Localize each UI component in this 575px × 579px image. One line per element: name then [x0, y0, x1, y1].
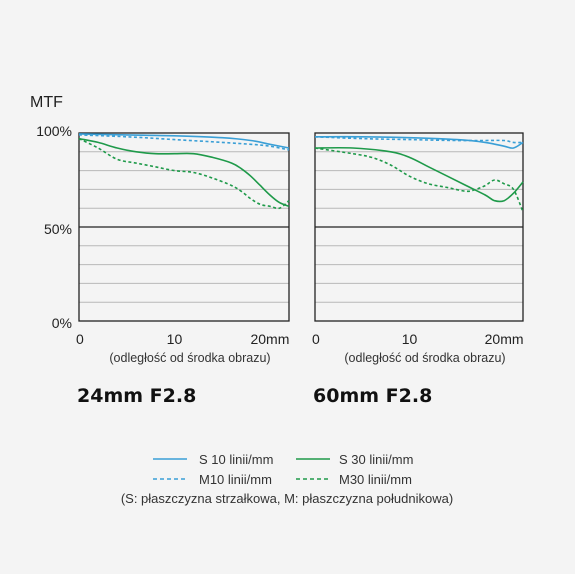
y-tick-label-50: 50%	[44, 221, 72, 237]
legend-label-s30: S 30 linii/mm	[339, 452, 413, 467]
x-axis-caption: (odległość od środka obrazu)	[344, 351, 505, 365]
plot-frame	[78, 132, 290, 322]
x-tick-label-10: 10	[402, 331, 418, 347]
legend-label-m10: M10 linii/mm	[199, 472, 272, 487]
plot-frame	[314, 132, 524, 322]
y-tick-label-100: 100%	[36, 123, 72, 139]
legend: S 10 linii/mm M10 linii/mm S 30 linii/mm…	[121, 452, 453, 506]
series-line-s-30-linii-mm	[78, 137, 290, 208]
x-tick-label-20: 20mm	[250, 331, 289, 347]
y-tick-label-0: 0%	[52, 315, 72, 331]
x-tick-label-20: 20mm	[485, 331, 524, 347]
legend-note: (S: płaszczyzna strzałkowa, M: płaszczyz…	[121, 491, 453, 506]
series-line-s-30-linii-mm	[314, 146, 524, 203]
y-axis-label: MTF	[30, 94, 63, 111]
x-tick-label-10: 10	[167, 331, 183, 347]
chart-panel-2: 0 10 20mm (odległość od środka obrazu) 60mm …	[312, 132, 524, 407]
series-line-s-10-linii-mm	[78, 133, 290, 149]
series-line-m10-linii-mm	[314, 136, 524, 144]
panel-title: 24mm F2.8	[77, 385, 196, 407]
series-line-m10-linii-mm	[78, 134, 290, 151]
chart-panel-1: 0 10 20mm (odległość od środka obrazu) 24mm …	[76, 132, 290, 407]
x-tick-label-0: 0	[312, 331, 320, 347]
x-axis-caption: (odległość od środka obrazu)	[109, 351, 270, 365]
figure-background	[8, 8, 567, 566]
panel-title: 60mm F2.8	[313, 385, 432, 407]
series-line-m30-linii-mm	[314, 147, 524, 213]
x-tick-label-0: 0	[76, 331, 84, 347]
legend-label-s10: S 10 linii/mm	[199, 452, 273, 467]
series-line-s-10-linii-mm	[314, 135, 524, 149]
legend-label-m30: M30 linii/mm	[339, 472, 412, 487]
